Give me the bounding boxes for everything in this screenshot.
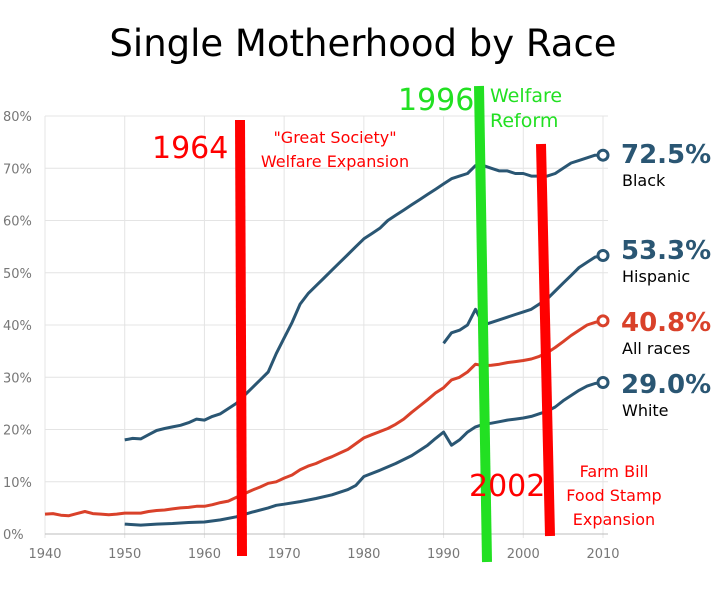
series-line-black	[124, 153, 603, 442]
y-tick-label: 80%	[3, 110, 32, 125]
series-end-value: 29.0%	[621, 370, 711, 400]
annotation-bar-1996	[474, 85, 492, 563]
y-tick-label: 40%	[3, 319, 32, 334]
annotation-text-1996: Reform	[490, 110, 558, 132]
annotation-text-1964: Welfare Expansion	[261, 152, 409, 171]
series-line-hispanic	[442, 254, 604, 345]
y-tick-label: 30%	[3, 371, 32, 386]
series-end-marker	[596, 249, 610, 263]
y-tick-label: 20%	[3, 424, 32, 439]
chart-title: Single Motherhood by Race	[109, 22, 617, 65]
series-name-label: All races	[622, 339, 690, 358]
x-tick-label: 1940	[28, 547, 61, 562]
annotation-text-2002: Expansion	[573, 510, 655, 529]
x-tick-label: 2000	[507, 547, 540, 562]
x-tick-label: 1990	[427, 547, 460, 562]
series-line-all-races	[44, 319, 604, 518]
y-tick-label: 70%	[3, 162, 32, 177]
annotation-year-2002: 2002	[469, 469, 545, 504]
annotation-year-1996: 1996	[398, 83, 474, 118]
series-name-label: White	[622, 401, 669, 420]
annotation-text-1964: "Great Society"	[273, 128, 396, 147]
annotation-bar-1964	[235, 119, 247, 557]
x-tick-label: 1960	[188, 547, 221, 562]
annotation-text-2002: Farm Bill	[580, 462, 649, 481]
y-tick-label: 60%	[3, 215, 32, 230]
annotation-text-1996: Welfare	[490, 85, 562, 107]
annotation-year-1964: 1964	[152, 131, 228, 166]
series-end-marker	[596, 375, 610, 389]
y-tick-label: 0%	[3, 528, 24, 543]
annotation-text-2002: Food Stamp	[566, 486, 661, 505]
x-tick-label: 2010	[586, 547, 619, 562]
series-end-value: 72.5%	[621, 140, 711, 170]
series-end-marker	[596, 314, 610, 328]
series-end-value: 40.8%	[621, 308, 711, 338]
annotation-bar-2002	[536, 143, 555, 537]
x-tick-label: 1980	[347, 547, 380, 562]
series-end-marker	[596, 148, 610, 162]
y-tick-label: 50%	[3, 267, 32, 282]
series-end-value: 53.3%	[621, 236, 711, 266]
series-name-label: Hispanic	[622, 267, 690, 286]
y-tick-label: 10%	[3, 476, 32, 491]
series-name-label: Black	[622, 171, 666, 190]
x-tick-label: 1950	[108, 547, 141, 562]
x-tick-label: 1970	[268, 547, 301, 562]
